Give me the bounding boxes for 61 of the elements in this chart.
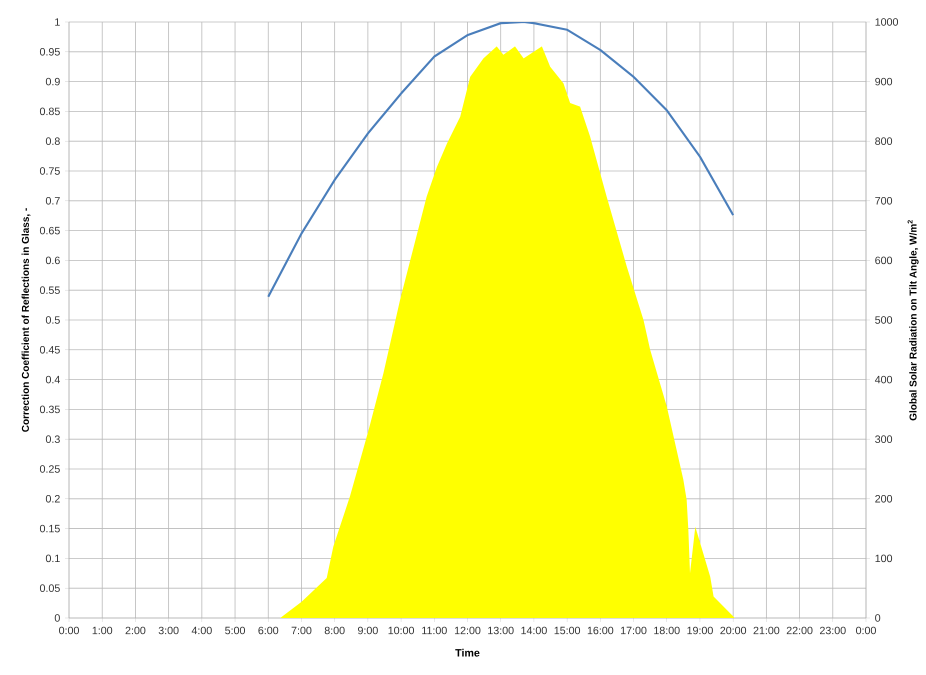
- y-tick-label: 0.9: [46, 78, 60, 86]
- y-axis-title: Correction Coefficient of Reflections in Glass, -: [22, 208, 30, 432]
- x-tick-label: 19:00: [687, 626, 713, 634]
- x-tick-label: 9:00: [358, 626, 378, 634]
- x-tick-label: 17:00: [621, 626, 646, 634]
- y2-tick-label: 500: [875, 316, 892, 324]
- x-tick-label: 3:00: [158, 626, 179, 634]
- y2-tick-label: 800: [875, 137, 892, 145]
- y-tick-label: 0.2: [46, 495, 60, 503]
- y2-tick-label: 700: [875, 197, 892, 205]
- y-tick-label: 0.5: [46, 316, 60, 324]
- x-tick-label: 13:00: [488, 626, 514, 634]
- y-tick-label: 0.95: [40, 48, 60, 56]
- y-tick-label: 0.85: [40, 108, 60, 116]
- line-series: [267, 22, 734, 298]
- y2-tick-label: 600: [875, 256, 892, 264]
- y-tick-label: 0.35: [40, 406, 60, 414]
- x-tick-label: 16:00: [588, 626, 614, 634]
- y-tick-label: 0.15: [40, 524, 60, 532]
- y-tick-label: 0.3: [46, 435, 60, 443]
- y-tick-label: 0.8: [46, 137, 60, 145]
- y-tick-label: 0.05: [40, 584, 60, 592]
- x-tick-label: 0:00: [59, 626, 79, 634]
- x-tick-label: 22:00: [786, 626, 813, 634]
- x-axis-title: Time: [455, 648, 480, 657]
- y-tick-label: 0.75: [40, 167, 60, 175]
- x-tick-label: 21:00: [754, 626, 780, 634]
- y-tick-label: 0.4: [46, 376, 60, 384]
- y-tick-label: 1: [55, 18, 60, 26]
- x-tick-label: 20:00: [720, 626, 746, 634]
- x-tick-label: 2:00: [126, 626, 146, 634]
- y-tick-label: 0.65: [40, 226, 60, 234]
- x-tick-label: 15:00: [554, 626, 580, 634]
- y2-tick-label: 300: [875, 435, 892, 443]
- x-tick-label: 18:00: [654, 626, 680, 634]
- y-tick-label: 0.6: [46, 256, 60, 264]
- x-tick-label: 1:00: [92, 626, 112, 634]
- y2-tick-label: 200: [875, 495, 892, 503]
- y-tick-label: 0.55: [40, 286, 60, 294]
- x-tick-label: 6:00: [258, 626, 278, 634]
- y2-axis-title: Global Solar Radiation on Tilt Angle, W/m$^{2}$: [908, 220, 919, 420]
- x-tick-label: 12:00: [454, 626, 480, 634]
- x-tick-label: 7:00: [292, 626, 312, 634]
- y-tick-label: 0.25: [40, 465, 60, 473]
- x-tick-label: 23:00: [820, 626, 846, 634]
- y-tick-label: 0.7: [46, 197, 60, 205]
- y2-tick-label: 100: [876, 554, 892, 562]
- x-tick-label: 11:00: [422, 626, 447, 634]
- y-tick-label: 0: [54, 614, 60, 622]
- x-tick-label: 4:00: [192, 626, 212, 634]
- y2-tick-label: 900: [875, 78, 892, 86]
- x-tick-label: 10:00: [388, 626, 414, 634]
- x-tick-label: 0:00: [856, 626, 876, 634]
- y2-tick-label: 0: [875, 614, 880, 622]
- x-tick-label: 8:00: [324, 626, 345, 634]
- y2-tick-label: 400: [874, 376, 892, 384]
- x-tick-label: 14:00: [521, 626, 547, 634]
- x-tick-label: 5:00: [225, 626, 246, 634]
- y2-tick-label: 1000: [876, 18, 898, 26]
- y-tick-label: 0.1: [46, 554, 60, 562]
- y-tick-label: 0.45: [40, 346, 60, 354]
